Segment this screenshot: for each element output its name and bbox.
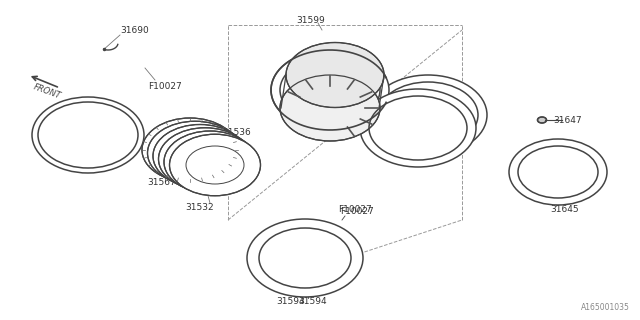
Text: A165001035: A165001035 [581,303,630,312]
Ellipse shape [280,75,380,141]
Text: 31594: 31594 [298,298,326,307]
Text: 31599: 31599 [296,15,324,25]
Ellipse shape [271,50,389,130]
Ellipse shape [538,117,547,123]
Ellipse shape [369,75,487,155]
Text: 31616*A: 31616*A [432,102,472,111]
Ellipse shape [170,134,260,196]
Text: FRONT: FRONT [32,83,62,101]
Ellipse shape [164,131,256,193]
Text: F10027: F10027 [148,82,182,91]
Text: 31647: 31647 [553,116,582,124]
Text: 31690: 31690 [120,26,148,35]
Ellipse shape [159,128,252,190]
Text: 31594: 31594 [276,298,305,307]
Ellipse shape [286,43,384,108]
Text: 31646: 31646 [332,47,360,57]
Ellipse shape [147,121,243,185]
Ellipse shape [247,219,363,297]
Text: F10027: F10027 [340,207,374,217]
Ellipse shape [360,89,476,167]
Ellipse shape [32,97,144,173]
Text: 31567: 31567 [147,178,176,187]
Text: F10027: F10027 [338,205,372,214]
Ellipse shape [142,118,238,182]
Text: 31532: 31532 [185,203,214,212]
Text: 31645: 31645 [550,205,579,214]
Ellipse shape [153,124,247,188]
Ellipse shape [509,139,607,205]
Text: 31616*B: 31616*B [418,87,458,97]
Text: 31536: 31536 [222,127,251,137]
